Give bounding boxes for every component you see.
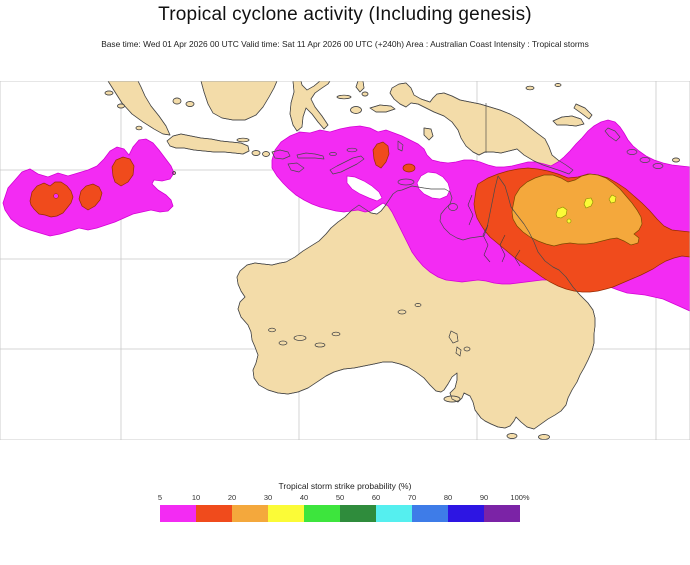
legend-swatch-20 bbox=[232, 505, 268, 522]
legend-swatch-60 bbox=[376, 505, 412, 522]
contour-east-system bbox=[271, 119, 690, 312]
legend-tick-label: 80 bbox=[443, 493, 453, 502]
legend-tick-label: 5 bbox=[157, 493, 163, 502]
contour-hole-arafura bbox=[416, 171, 451, 200]
legend-tick-label: 10 bbox=[191, 493, 201, 502]
contour-west-10pct-b bbox=[78, 183, 103, 211]
legend-swatch-40 bbox=[304, 505, 340, 522]
legend-color-bar bbox=[160, 505, 520, 522]
legend-swatch-70 bbox=[412, 505, 448, 522]
contour-west-system bbox=[2, 138, 175, 237]
rivers-and-borders bbox=[467, 103, 521, 267]
contour-hole-timor-gap bbox=[346, 175, 383, 202]
legend-tick-label: 20 bbox=[227, 493, 237, 502]
legend-swatch-80 bbox=[448, 505, 484, 522]
contour-west-10pct-a bbox=[29, 181, 74, 218]
contour-coralsea-30pct bbox=[555, 194, 617, 224]
legend-tick-label: 50 bbox=[335, 493, 345, 502]
legend-tick-label: 70 bbox=[407, 493, 417, 502]
page-subtitle: Base time: Wed 01 Apr 2026 00 UTC Valid … bbox=[101, 39, 589, 49]
contour-west-hole bbox=[53, 193, 59, 199]
legend-tick-label: 90 bbox=[479, 493, 489, 502]
contour-timor-10pct-b bbox=[402, 163, 416, 173]
legend-swatch-5 bbox=[160, 505, 196, 522]
legend-title: Tropical storm strike probability (%) bbox=[278, 481, 412, 491]
legend-tick-labels: 5 10 20 30 40 50 60 70 80 90 100% bbox=[0, 493, 690, 503]
contour-coralsea-20pct bbox=[511, 173, 643, 247]
contour-timor-10pct-a bbox=[372, 141, 390, 169]
legend-swatch-50 bbox=[340, 505, 376, 522]
page-title: Tropical cyclone activity (Including gen… bbox=[158, 4, 532, 25]
legend-tick-label: 60 bbox=[371, 493, 381, 502]
legend-tick-label: 100% bbox=[510, 493, 530, 502]
legend-tick-label: 40 bbox=[299, 493, 309, 502]
legend-swatch-30 bbox=[268, 505, 304, 522]
legend-swatch-90 bbox=[484, 505, 520, 522]
contour-west-10pct-c bbox=[111, 156, 135, 187]
legend-tick-label: 30 bbox=[263, 493, 273, 502]
legend-swatch-10 bbox=[196, 505, 232, 522]
